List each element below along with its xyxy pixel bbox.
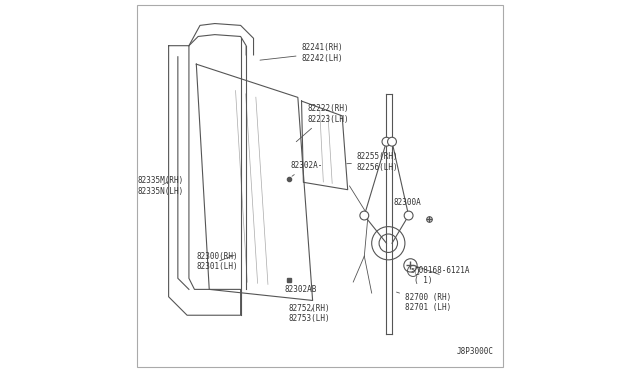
Text: 82302AB: 82302AB xyxy=(285,285,317,294)
Circle shape xyxy=(388,137,396,146)
Text: 82222(RH)
82223(LH): 82222(RH) 82223(LH) xyxy=(296,104,349,142)
Circle shape xyxy=(404,211,413,220)
Text: 08168-6121A
( 1): 08168-6121A ( 1) xyxy=(414,266,470,285)
Text: 82255(RH)
82256(LH): 82255(RH) 82256(LH) xyxy=(347,152,399,172)
Text: 82335M(RH)
82335N(LH): 82335M(RH) 82335N(LH) xyxy=(137,176,184,196)
Text: J8P3000C: J8P3000C xyxy=(456,347,493,356)
Text: 82752(RH)
82753(LH): 82752(RH) 82753(LH) xyxy=(289,304,330,323)
Circle shape xyxy=(360,211,369,220)
Text: 82700 (RH)
82701 (LH): 82700 (RH) 82701 (LH) xyxy=(397,292,451,312)
Text: 82241(RH)
82242(LH): 82241(RH) 82242(LH) xyxy=(260,44,343,63)
Text: 82300(RH)
82301(LH): 82300(RH) 82301(LH) xyxy=(196,252,238,272)
Text: 5: 5 xyxy=(411,268,415,274)
Text: 82300A: 82300A xyxy=(394,198,422,207)
Circle shape xyxy=(382,137,391,146)
Text: 82302A-: 82302A- xyxy=(291,161,323,176)
